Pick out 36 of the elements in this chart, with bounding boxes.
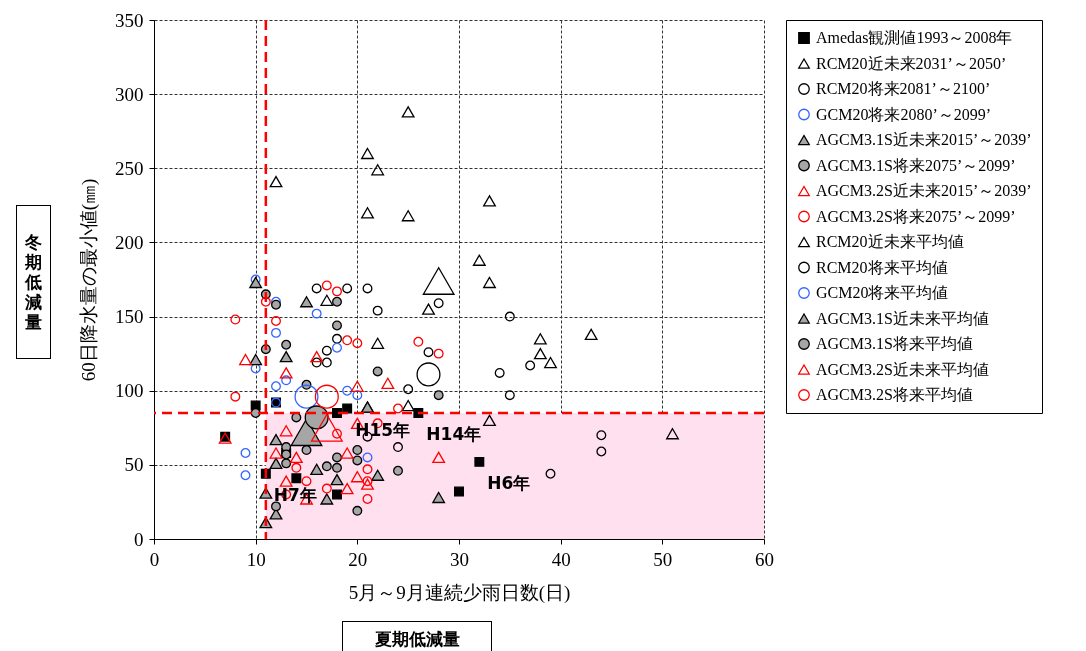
x-tick-label: 20 [348, 548, 368, 570]
legend-label: AGCM3.1S近未来平均値 [816, 309, 989, 327]
x-axis-title: 5月～9月連続少雨日数(日) [348, 581, 571, 604]
legend-label: AGCM3.2S将来2075’～2099’ [816, 207, 1016, 225]
y-tick-label: 300 [115, 83, 144, 105]
x-tick-label: 60 [755, 548, 774, 570]
legend-label: GCM20将来平均値 [816, 284, 949, 301]
legend-label: GCM20将来2080’～2099’ [816, 105, 992, 123]
y-tick-label: 200 [115, 231, 144, 253]
legend-label: RCM20将来2081’～2100’ [816, 80, 991, 97]
text: 冬期低減量 [25, 232, 42, 332]
annotation: H7年 [273, 484, 317, 505]
x-tick-label: 40 [551, 548, 571, 570]
x-tick-label: 50 [653, 548, 673, 570]
legend-label: RCM20近未来2031’～2050’ [816, 54, 1007, 72]
annotation: H14年 [426, 423, 482, 444]
annotation: H6年 [487, 472, 531, 493]
legend-label: AGCM3.2S近未来平均値 [816, 360, 989, 378]
legend-label: AGCM3.2S近未来2015’～2039’ [816, 182, 1032, 199]
legend-label: Amedas観測値1993～2008年 [816, 29, 1013, 46]
x-tick-label: 0 [149, 548, 160, 570]
legend-label: AGCM3.1S将来2075’～2099’ [816, 156, 1016, 174]
y-tick-label: 0 [134, 528, 144, 550]
y-tick-label: 350 [115, 9, 144, 31]
legend-label: RCM20将来平均値 [816, 258, 948, 276]
legend-label: AGCM3.1S将来平均値 [816, 335, 973, 352]
y-tick-label: 50 [124, 454, 144, 476]
y-tick-label: 100 [115, 380, 144, 402]
y-tick-label: 150 [115, 306, 144, 328]
x-tick-label: 10 [246, 548, 266, 570]
y-tick-label: 250 [115, 157, 144, 179]
y-axis-title: 60日降水量の最小値(㎜) [78, 178, 100, 382]
legend-label: AGCM3.1S近未来2015’～2039’ [816, 131, 1032, 148]
legend-label: AGCM3.2S将来平均値 [816, 386, 973, 403]
x-tick-label: 30 [450, 548, 469, 570]
legend-label: RCM20近未来平均値 [816, 233, 964, 250]
